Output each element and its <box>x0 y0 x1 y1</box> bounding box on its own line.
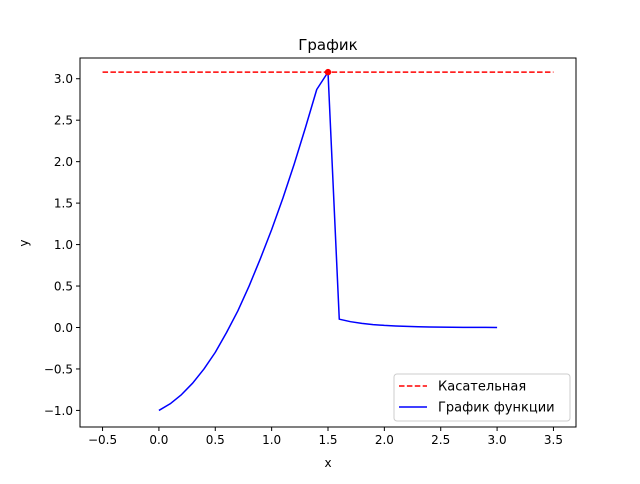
x-tick-label: −0.5 <box>88 433 117 447</box>
x-tick-label: 0.5 <box>206 433 225 447</box>
plot-area <box>80 58 576 427</box>
x-axis-label: x <box>324 456 331 470</box>
y-tick-label: 0.0 <box>54 321 73 335</box>
y-tick-label: 1.5 <box>54 197 73 211</box>
tangent-point <box>324 68 332 76</box>
x-tick-label: 2.0 <box>375 433 394 447</box>
chart-title: График <box>298 36 358 54</box>
legend-label-function: График функции <box>438 401 555 416</box>
y-tick-label: 0.5 <box>54 280 73 294</box>
series-layer <box>102 68 554 412</box>
legend-box <box>393 373 571 422</box>
y-tick-label: −1.0 <box>44 404 73 418</box>
legend: Касательная График функции <box>393 373 571 422</box>
x-tick-label: 3.5 <box>544 433 563 447</box>
x-tick-label: 0.0 <box>149 433 168 447</box>
y-tick-label: 2.5 <box>54 114 73 128</box>
y-tick-label: 1.0 <box>54 238 73 252</box>
x-tick-label: 1.5 <box>318 433 337 447</box>
y-axis-ticks: −1.0 −0.5 0.0 0.5 1.0 1.5 2.0 2.5 3.0 <box>44 72 80 418</box>
y-tick-label: 3.0 <box>54 72 73 86</box>
x-tick-label: 1.0 <box>262 433 281 447</box>
y-tick-label: −0.5 <box>44 362 73 376</box>
x-tick-label: 3.0 <box>488 433 507 447</box>
legend-label-tangent: Касательная <box>438 380 526 395</box>
y-tick-label: 2.0 <box>54 155 73 169</box>
plot-frame <box>79 57 577 428</box>
x-axis-ticks: −0.5 0.0 0.5 1.0 1.5 2.0 2.5 3.0 3.5 <box>88 427 563 447</box>
x-tick-label: 2.5 <box>431 433 450 447</box>
y-axis-label: y <box>17 239 31 246</box>
